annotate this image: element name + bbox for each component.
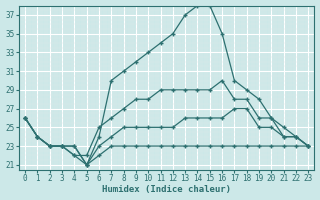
X-axis label: Humidex (Indice chaleur): Humidex (Indice chaleur) [102,185,231,194]
